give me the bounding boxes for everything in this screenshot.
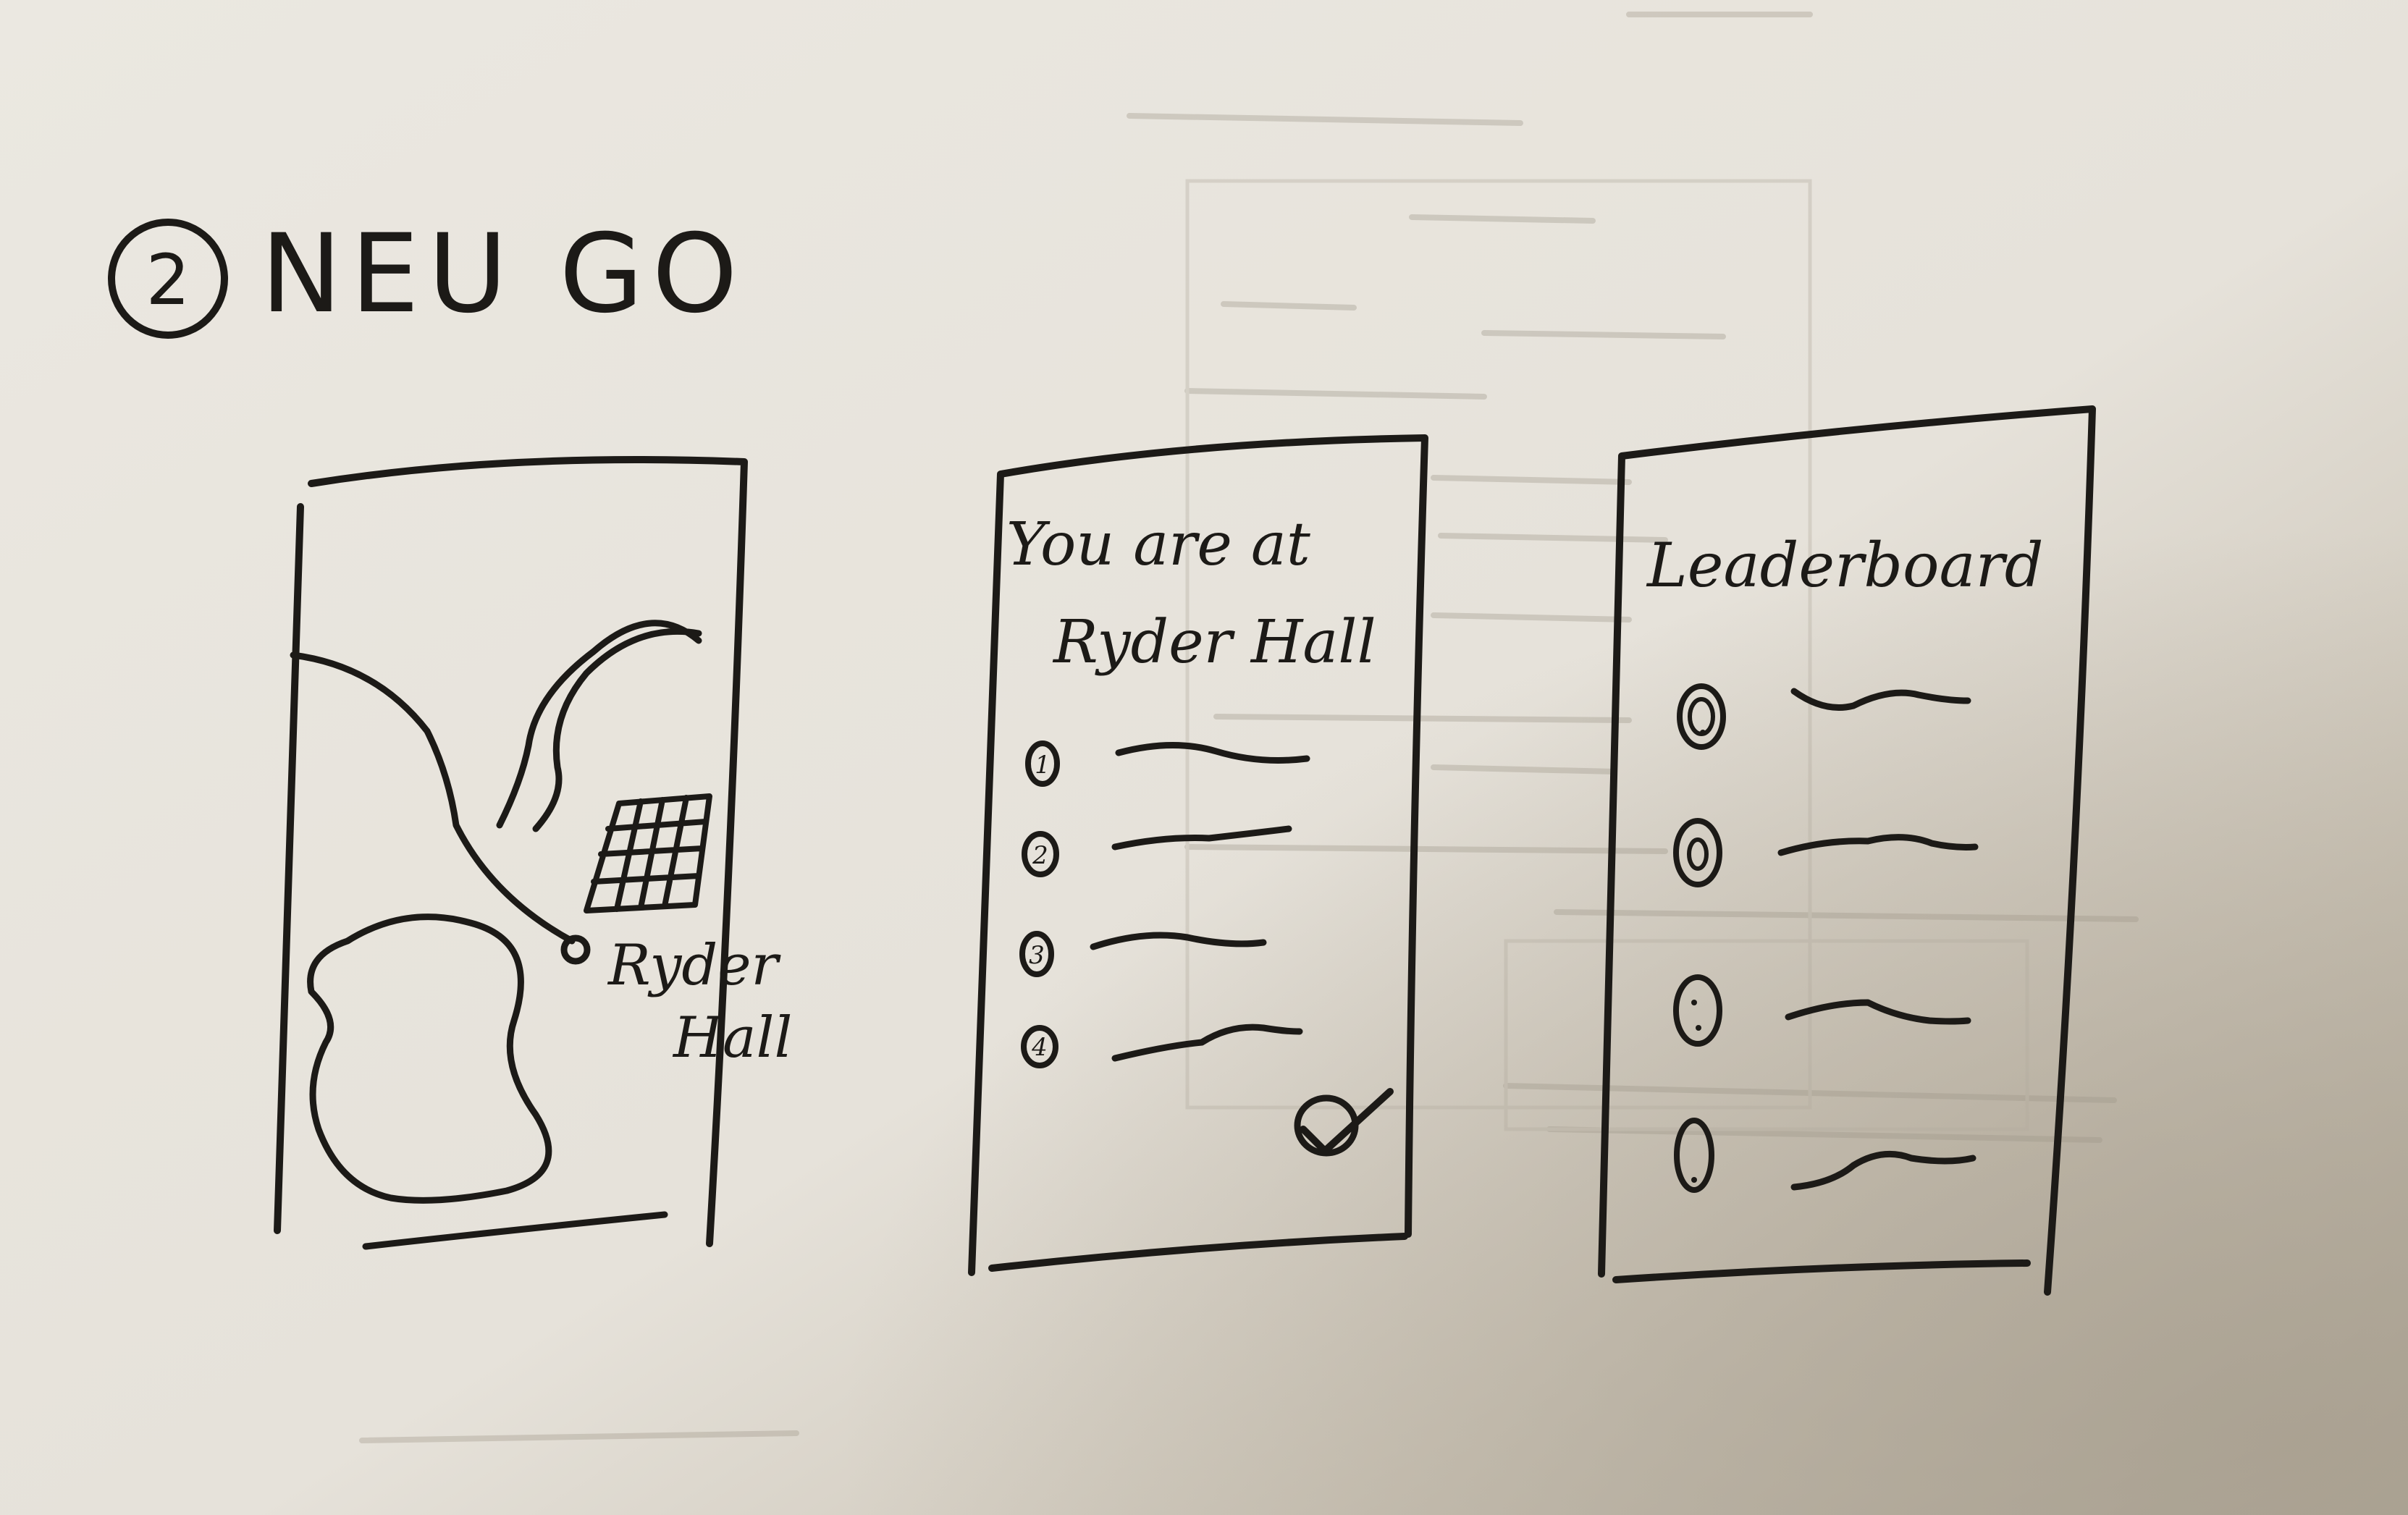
map-river: [496, 620, 702, 832]
checkin-item-3: 3: [1019, 931, 1267, 977]
title-number-circle: [108, 219, 228, 339]
face-icon: [1674, 1118, 1714, 1193]
checkin-item-4: 4: [1021, 1024, 1303, 1068]
checkin-heading-line1: You are at: [1006, 510, 1311, 579]
bleed-through-marks: [359, 12, 2139, 1443]
leaderboard-heading: Leaderboard: [1646, 530, 2044, 601]
map-screen-frame: [274, 455, 748, 1247]
map-lake: [307, 913, 552, 1204]
leaderboard-row-line: [1785, 999, 1971, 1025]
leaderboard-row-line: [1777, 834, 1979, 856]
leaderboard-row-1: [1677, 683, 1971, 750]
map-building-grid: [584, 793, 712, 913]
map-location-label-line2: Hall: [672, 1005, 792, 1071]
leaderboard-screen: Leaderboard: [1598, 405, 2096, 1296]
title: 2 NEU GO: [108, 211, 746, 339]
face-icon: [1673, 974, 1722, 1047]
checkin-confirm-button[interactable]: [1294, 1088, 1394, 1157]
title-text: NEU GO: [261, 211, 746, 337]
checkin-item-number: 4: [1031, 1033, 1048, 1062]
checkin-item-line: [1090, 932, 1267, 950]
leaderboard-row-line: [1790, 688, 1971, 711]
checkin-item-number: 3: [1029, 941, 1045, 970]
checkin-item-line: [1111, 825, 1292, 851]
checkin-heading-line2: Ryder Hall: [1052, 608, 1376, 677]
checkin-item-number: 1: [1035, 751, 1051, 780]
leaderboard-row-3: [1673, 974, 1971, 1047]
leaderboard-row-4: [1674, 1118, 1977, 1193]
checkin-screen-frame: [968, 434, 1428, 1276]
checkin-item-number: 2: [1032, 841, 1048, 870]
map-bottom-line: [362, 1211, 668, 1250]
map-screen: Ryder Hall: [274, 455, 792, 1250]
checkin-item-1: 1: [1025, 740, 1310, 787]
checkin-item-line: [1111, 1024, 1303, 1062]
checkin-item-line: [1115, 742, 1310, 764]
map-location-label-line1: Ryder: [607, 933, 782, 998]
checkin-screen: You are at Ryder Hall 1 2 3 4: [968, 434, 1428, 1276]
checkin-item-badge: [1019, 931, 1054, 977]
leaderboard-screen-frame: [1598, 405, 2096, 1296]
checkmark-icon: [1300, 1088, 1394, 1155]
map-route-path: [290, 651, 576, 945]
face-icon: [1673, 818, 1722, 887]
checkin-item-badge: [1025, 740, 1060, 787]
face-icon: [1677, 683, 1726, 750]
leaderboard-row-line: [1790, 1150, 1977, 1191]
checkin-item-2: 2: [1022, 825, 1292, 877]
checkin-item-badge: [1022, 831, 1059, 877]
leaderboard-row-2: [1673, 818, 1979, 887]
map-location-marker: [560, 934, 591, 965]
title-number: 2: [146, 240, 190, 321]
checkin-item-badge: [1021, 1025, 1058, 1068]
